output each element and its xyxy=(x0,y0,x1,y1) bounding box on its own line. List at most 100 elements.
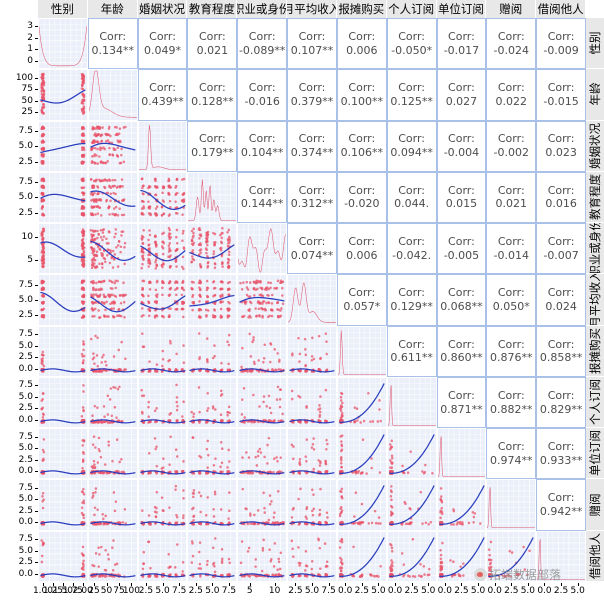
correlation-label: Corr: xyxy=(497,183,525,197)
matrix-cell-r5-c8: Corr: 0.068** xyxy=(436,274,487,326)
correlation-panel: Corr: 0.107** xyxy=(287,18,337,70)
matrix-cell-r2-c6: Corr: 0.106** xyxy=(336,120,387,172)
correlation-label: Corr: xyxy=(298,234,326,248)
correlation-value: 0.021 xyxy=(495,197,528,211)
panel-graphics xyxy=(238,531,287,581)
matrix-cell-r3-c1 xyxy=(87,171,138,224)
density-panel xyxy=(436,428,487,480)
column-header-6: 报摊购买 xyxy=(336,0,386,18)
column-header-0: 性别 xyxy=(38,0,87,18)
x-axis-tick: 0.0 xyxy=(487,586,502,596)
correlation-value: 0.829** xyxy=(539,402,583,416)
x-axis-tick: 2.5 xyxy=(404,586,419,596)
x-axis-tick: 2.5 xyxy=(454,586,469,596)
x-axis-tickmark xyxy=(527,583,529,586)
x-axis-tick: 1.50 xyxy=(52,586,73,596)
y-axis-tick: 2.5 xyxy=(18,505,33,516)
matrix-cell-r4-c1 xyxy=(87,223,138,275)
matrix-cell-r3-c6: Corr: -0.020 xyxy=(336,171,387,224)
y-axis-tick: 7.5 xyxy=(18,380,33,391)
matrix-cell-r2-c3: Corr: 0.179** xyxy=(187,120,238,172)
correlation-value: 0.933** xyxy=(539,453,583,467)
scatter-panel xyxy=(436,530,487,582)
panel-graphics xyxy=(387,377,436,428)
scatter-panel xyxy=(386,479,437,531)
x-axis-tickmark xyxy=(478,583,480,586)
scatter-panel xyxy=(137,223,188,275)
matrix-cell-r6-c6 xyxy=(336,325,387,377)
panel-graphics xyxy=(88,275,137,325)
correlation-value: 0.006 xyxy=(346,248,378,262)
x-axis-tickmark xyxy=(82,583,84,586)
correlation-value: 0.006 xyxy=(346,43,378,57)
matrix-cell-r4-c9: Corr: -0.014 xyxy=(486,223,537,275)
scatter-panel xyxy=(38,223,88,275)
y-axis-tickmark xyxy=(35,60,38,62)
matrix-cell-r0-c2: Corr: 0.049* xyxy=(137,18,188,70)
matrix-cell-r6-c2 xyxy=(137,325,188,377)
scatter-panel xyxy=(187,325,238,377)
panel-graphics xyxy=(88,377,137,428)
row-header-1: 年龄 xyxy=(586,69,604,120)
x-axis-tick: 2.00 xyxy=(72,586,93,596)
y-axis-tick: 7.5 xyxy=(18,328,33,339)
x-axis-tick: 2.5 xyxy=(138,586,154,596)
correlation-panel: Corr: -0.004 xyxy=(436,120,487,172)
scatter-panel xyxy=(436,479,487,531)
correlation-panel: Corr: -0.020 xyxy=(336,171,387,224)
correlation-panel: Corr: -0.050* xyxy=(386,18,437,70)
matrix-cell-r7-c1 xyxy=(87,376,138,429)
correlation-value: 0.144** xyxy=(240,197,284,211)
y-axis-tick: 2.5 xyxy=(18,156,33,167)
correlation-value: -0.017 xyxy=(443,43,480,57)
x-axis-tickmark xyxy=(328,583,330,586)
matrix-cell-r4-c8: Corr: -0.005 xyxy=(436,223,487,275)
panel-graphics xyxy=(39,429,87,479)
panel-graphics xyxy=(88,224,137,274)
y-axis-tickmark xyxy=(35,539,38,541)
panel-graphics xyxy=(39,480,87,530)
matrix-cell-r10-c2 xyxy=(137,530,188,582)
correlation-panel: Corr: -0.014 xyxy=(486,223,537,275)
correlation-label: Corr: xyxy=(448,183,475,197)
panel-graphics xyxy=(88,70,137,120)
scatter-panel xyxy=(38,325,88,377)
panel-graphics xyxy=(39,531,87,581)
y-axis-tickmark xyxy=(35,237,38,239)
correlation-value: -0.009 xyxy=(543,43,579,57)
matrix-cell-r6-c7: Corr: 0.611** xyxy=(386,325,437,377)
correlation-label: Corr: xyxy=(547,183,575,197)
x-axis-tickmark xyxy=(228,583,230,586)
scatter-panel xyxy=(287,479,337,531)
correlation-panel: Corr: 0.044. xyxy=(386,171,437,224)
correlation-panel: Corr: -0.017 xyxy=(436,18,487,70)
matrix-cell-r2-c1 xyxy=(87,120,138,172)
correlation-value: 0.104** xyxy=(240,146,284,160)
scatter-panel xyxy=(87,274,138,326)
panel-graphics xyxy=(387,480,436,530)
matrix-cell-r8-c6 xyxy=(336,428,387,480)
matrix-cell-r3-c9: Corr: 0.021 xyxy=(486,171,537,224)
panel-graphics xyxy=(88,326,137,376)
correlation-label: Corr: xyxy=(398,183,426,197)
correlation-label: Corr: xyxy=(448,132,475,146)
scatter-panel xyxy=(87,120,138,172)
scatter-panel xyxy=(486,530,537,582)
correlation-panel: Corr: 0.379** xyxy=(287,69,337,121)
y-axis-tick: 7.5 xyxy=(18,279,33,290)
correlation-value: 0.179** xyxy=(191,146,234,160)
matrix-cell-r4-c3 xyxy=(187,223,238,275)
scatter-panel xyxy=(187,274,238,326)
matrix-cell-r3-c8: Corr: 0.015 xyxy=(436,171,487,224)
y-axis-tick: 5.0 xyxy=(18,192,33,203)
panel-graphics xyxy=(288,326,336,376)
y-axis-tick: 7.5 xyxy=(18,482,33,493)
density-panel xyxy=(38,18,88,70)
panel-graphics xyxy=(288,480,336,530)
x-axis-tick: 25 xyxy=(88,586,100,596)
x-axis-tickmark xyxy=(494,583,496,586)
panel-graphics xyxy=(238,429,287,479)
x-axis-tickmark xyxy=(249,583,251,586)
correlation-label: Corr: xyxy=(248,183,276,197)
scatter-panel xyxy=(237,376,288,429)
